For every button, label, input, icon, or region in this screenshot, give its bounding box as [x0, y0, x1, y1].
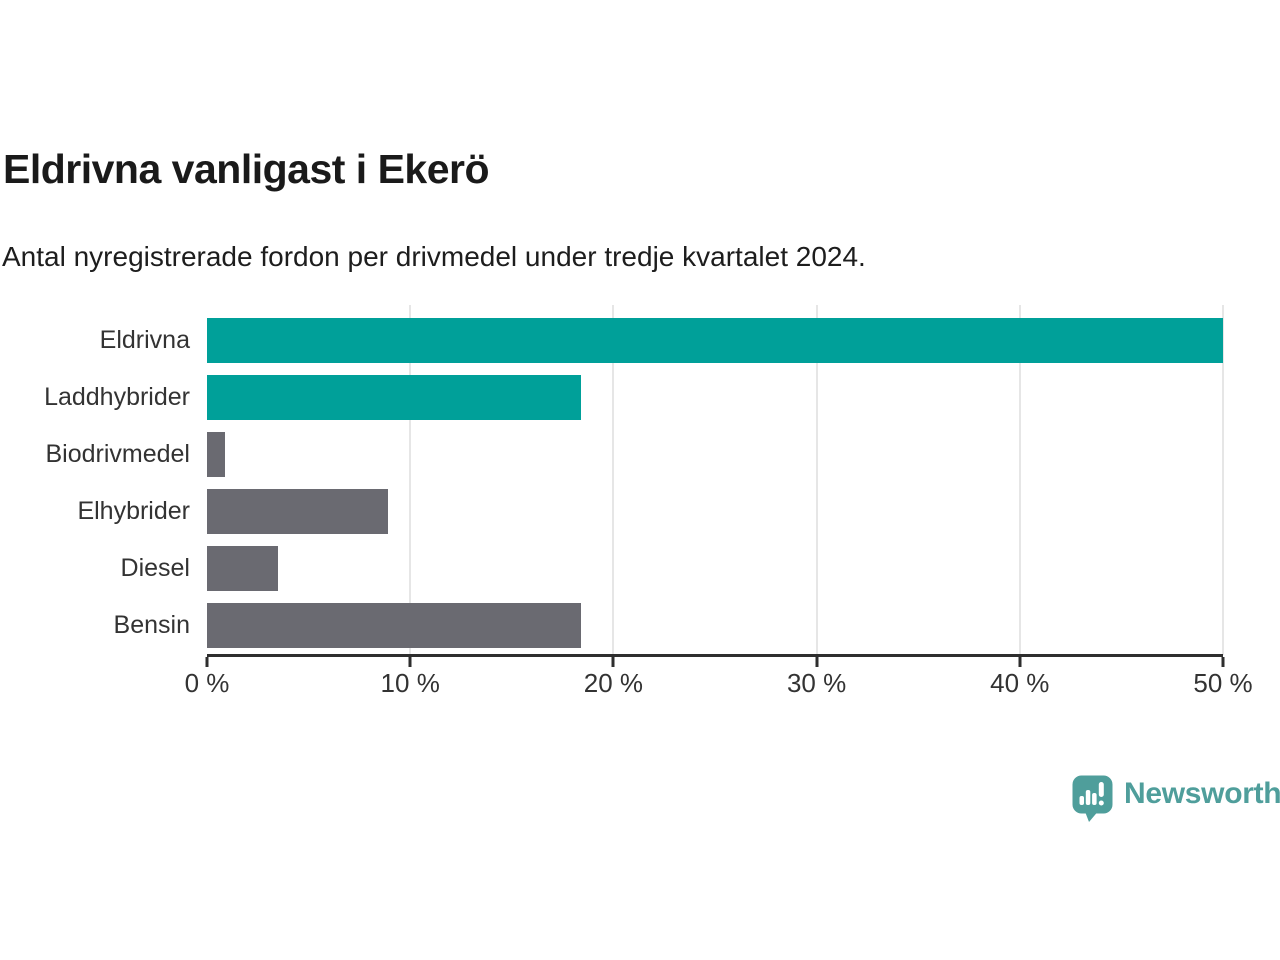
chart-title: Eldrivna vanligast i Ekerö: [3, 146, 490, 192]
x-axis-tick-label: 10 %: [380, 668, 440, 698]
newsworthy-logo-text: Newsworthy: [1124, 777, 1280, 810]
gridline: [1018, 305, 1021, 655]
x-axis-tick: [611, 657, 615, 667]
x-axis-tick-label: 20 %: [583, 668, 644, 698]
x-axis-line: [207, 654, 1223, 657]
category-label: Bensin: [113, 611, 190, 639]
gridline: [612, 305, 615, 655]
gridline: [409, 305, 412, 655]
bar-laddhybrider: [207, 375, 581, 420]
category-label: Laddhybrider: [44, 383, 190, 411]
newsworthy-logo-icon: [1072, 775, 1113, 828]
x-axis-tick-label: 40 %: [990, 668, 1050, 698]
gridline: [815, 305, 818, 655]
bar-biodrivmedel: [207, 432, 226, 477]
newsworthy-logo: Newsworthy: [1072, 775, 1280, 825]
x-axis-tick: [1221, 657, 1225, 667]
x-axis-tick-label: 50 %: [1193, 668, 1253, 698]
bar-eldrivna: [207, 318, 1223, 363]
x-axis-tick: [1018, 657, 1022, 667]
bar-elhybrider: [207, 489, 388, 534]
bar-bensin: [207, 603, 581, 648]
gridline: [1222, 305, 1224, 655]
category-labels: Eldrivna Laddhybrider Biodrivmedel Elhybrid…: [0, 305, 190, 655]
bar-diesel: [207, 546, 279, 591]
category-label: Eldrivna: [99, 326, 190, 354]
x-axis-tick-label: 0 %: [184, 668, 230, 698]
category-label: Biodrivmedel: [45, 440, 190, 468]
category-label: Elhybrider: [77, 497, 190, 525]
category-label: Diesel: [120, 554, 190, 582]
x-axis-tick: [408, 657, 412, 667]
x-axis-tick-label: 30 %: [786, 668, 847, 698]
x-axis-tick: [815, 657, 819, 667]
x-axis-tick: [205, 657, 209, 667]
chart-subtitle: Antal nyregistrerade fordon per drivmede…: [2, 241, 866, 272]
plot-area: [207, 305, 1224, 655]
